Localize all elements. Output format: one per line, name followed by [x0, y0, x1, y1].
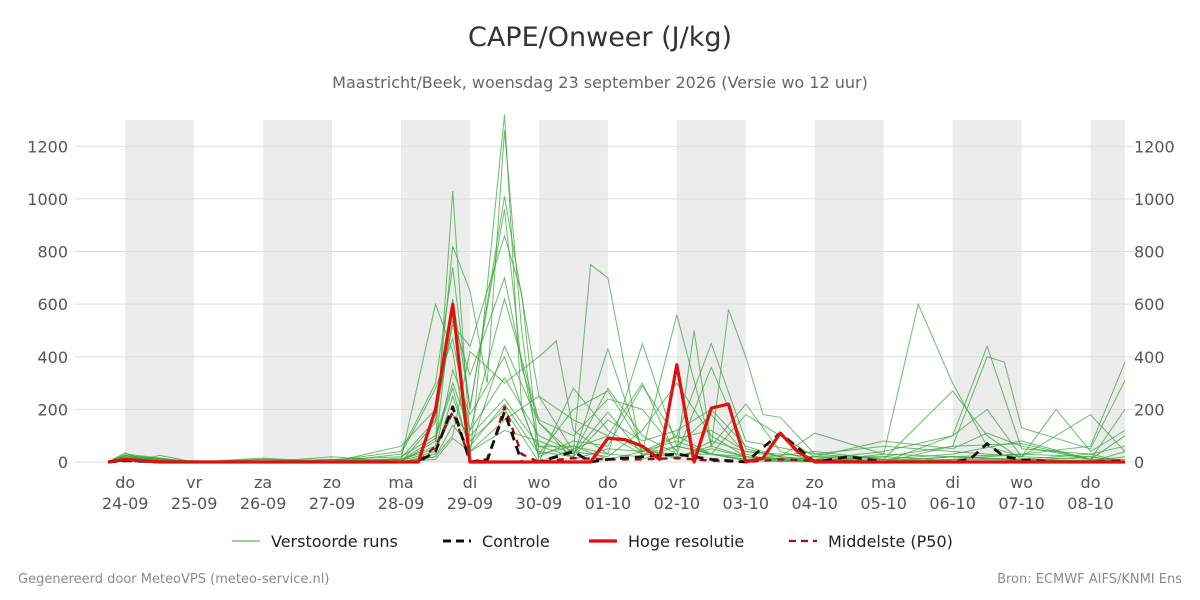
x-tick-date: 29-09	[447, 494, 494, 513]
footer-credit: Gegenereerd door MeteoVPS (meteo-service…	[18, 572, 330, 587]
day-band	[952, 120, 1022, 462]
legend: Verstoorde runs Controle Hoge resolutie Mid…	[232, 532, 953, 551]
y-tick-label-right: 0	[1134, 453, 1144, 472]
x-tick-date: 25-09	[171, 494, 218, 513]
y-tick-label-right: 400	[1134, 348, 1165, 367]
x-tick-day: vr	[186, 473, 202, 492]
y-tick-label-right: 1000	[1134, 190, 1175, 209]
legend-label-ensemble: Verstoorde runs	[271, 532, 398, 551]
x-tick-day: di	[463, 473, 478, 492]
x-tick-date: 07-10	[998, 494, 1045, 513]
day-band	[125, 120, 195, 462]
x-tick-day: ma	[871, 473, 896, 492]
x-tick-day: vr	[669, 473, 685, 492]
legend-label-median: Middelste (P50)	[828, 532, 953, 551]
day-shading	[125, 120, 1125, 462]
y-tick-label-right: 1200	[1134, 137, 1175, 156]
x-tick-day: do	[1081, 473, 1101, 492]
chart-subtitle: Maastricht/Beek, woensdag 23 september 2…	[332, 73, 868, 92]
main-lines	[107, 302, 1126, 464]
x-tick-date: 27-09	[309, 494, 356, 513]
day-band	[538, 120, 608, 462]
y-tick-label-right: 800	[1134, 243, 1165, 262]
x-tick-day: zo	[323, 473, 341, 492]
x-tick-day: wo	[527, 473, 550, 492]
x-tick-day: di	[945, 473, 960, 492]
y-tick-label-left: 600	[37, 295, 68, 314]
legend-label-highres: Hoge resolutie	[628, 532, 744, 551]
y-tick-labels: 0 0 200 200 400 400 600 600 800 800 1000 1000 1200 12…	[27, 137, 1174, 472]
day-band	[1090, 120, 1125, 462]
y-tick-label-left: 800	[37, 243, 68, 262]
y-tick-label-right: 200	[1134, 400, 1165, 419]
y-tick-label-left: 1000	[27, 190, 68, 209]
x-tick-date: 06-10	[929, 494, 976, 513]
x-tick-date: 24-09	[102, 494, 149, 513]
y-tick-label-left: 1200	[27, 137, 68, 156]
x-tick-date: 05-10	[860, 494, 907, 513]
x-tick-day: do	[598, 473, 618, 492]
day-band	[814, 120, 884, 462]
ensemble-member-line-15	[107, 386, 1125, 463]
x-tick-date: 04-10	[791, 494, 838, 513]
x-tick-date: 01-10	[585, 494, 632, 513]
x-tick-date: 08-10	[1067, 494, 1114, 513]
x-tick-labels: do 24-09 vr 25-09 za 26-09 zo 27-09 ma 28-09 di 29-…	[102, 473, 1114, 513]
y-tick-label-left: 0	[58, 453, 68, 472]
y-tick-label-right: 600	[1134, 295, 1165, 314]
x-tick-date: 02-10	[654, 494, 701, 513]
day-band	[263, 120, 333, 462]
x-tick-day: wo	[1010, 473, 1033, 492]
x-tick-date: 30-09	[516, 494, 563, 513]
x-tick-day: za	[737, 473, 755, 492]
y-tick-label-left: 400	[37, 348, 68, 367]
x-tick-date: 26-09	[240, 494, 287, 513]
x-tick-day: do	[115, 473, 135, 492]
highres-series-line	[107, 302, 1125, 464]
footer-source: Bron: ECMWF AIFS/KNMI Ens	[997, 572, 1182, 587]
x-tick-day: za	[254, 473, 272, 492]
legend-label-control: Controle	[482, 532, 550, 551]
x-tick-day: zo	[806, 473, 824, 492]
y-tick-label-left: 200	[37, 400, 68, 419]
x-tick-day: ma	[388, 473, 413, 492]
x-tick-date: 03-10	[723, 494, 770, 513]
x-tick-date: 28-09	[378, 494, 425, 513]
chart-title: CAPE/Onweer (J/kg)	[467, 22, 732, 53]
